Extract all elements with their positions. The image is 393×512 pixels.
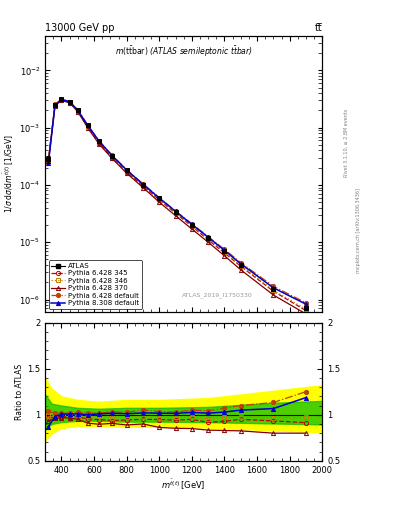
Text: tt̅: tt̅ (314, 23, 322, 33)
Y-axis label: $1/\sigma\,\mathrm{d}\sigma/\mathrm{d}m^{\bar{t}(t)}\,[\mathrm{1/GeV}]$: $1/\sigma\,\mathrm{d}\sigma/\mathrm{d}m^… (2, 135, 17, 214)
Text: ATLAS_2019_I1750330: ATLAS_2019_I1750330 (182, 293, 252, 298)
X-axis label: $m^{\bar{t}(t)}\,[\mathrm{GeV}]$: $m^{\bar{t}(t)}\,[\mathrm{GeV}]$ (162, 477, 206, 492)
Y-axis label: Ratio to ATLAS: Ratio to ATLAS (15, 364, 24, 420)
Text: $m(\mathrm{t\bar{t}bar})$ (ATLAS semileptonic t$\bar{t}$bar): $m(\mathrm{t\bar{t}bar})$ (ATLAS semilep… (115, 44, 253, 59)
Text: 13000 GeV pp: 13000 GeV pp (45, 23, 115, 33)
Text: Rivet 3.1.10, ≥ 2.8M events: Rivet 3.1.10, ≥ 2.8M events (344, 109, 349, 178)
Legend: ATLAS, Pythia 6.428 345, Pythia 6.428 346, Pythia 6.428 370, Pythia 6.428 defaul: ATLAS, Pythia 6.428 345, Pythia 6.428 34… (49, 260, 142, 309)
Text: mcplots.cern.ch [arXiv:1306.3436]: mcplots.cern.ch [arXiv:1306.3436] (356, 188, 361, 273)
